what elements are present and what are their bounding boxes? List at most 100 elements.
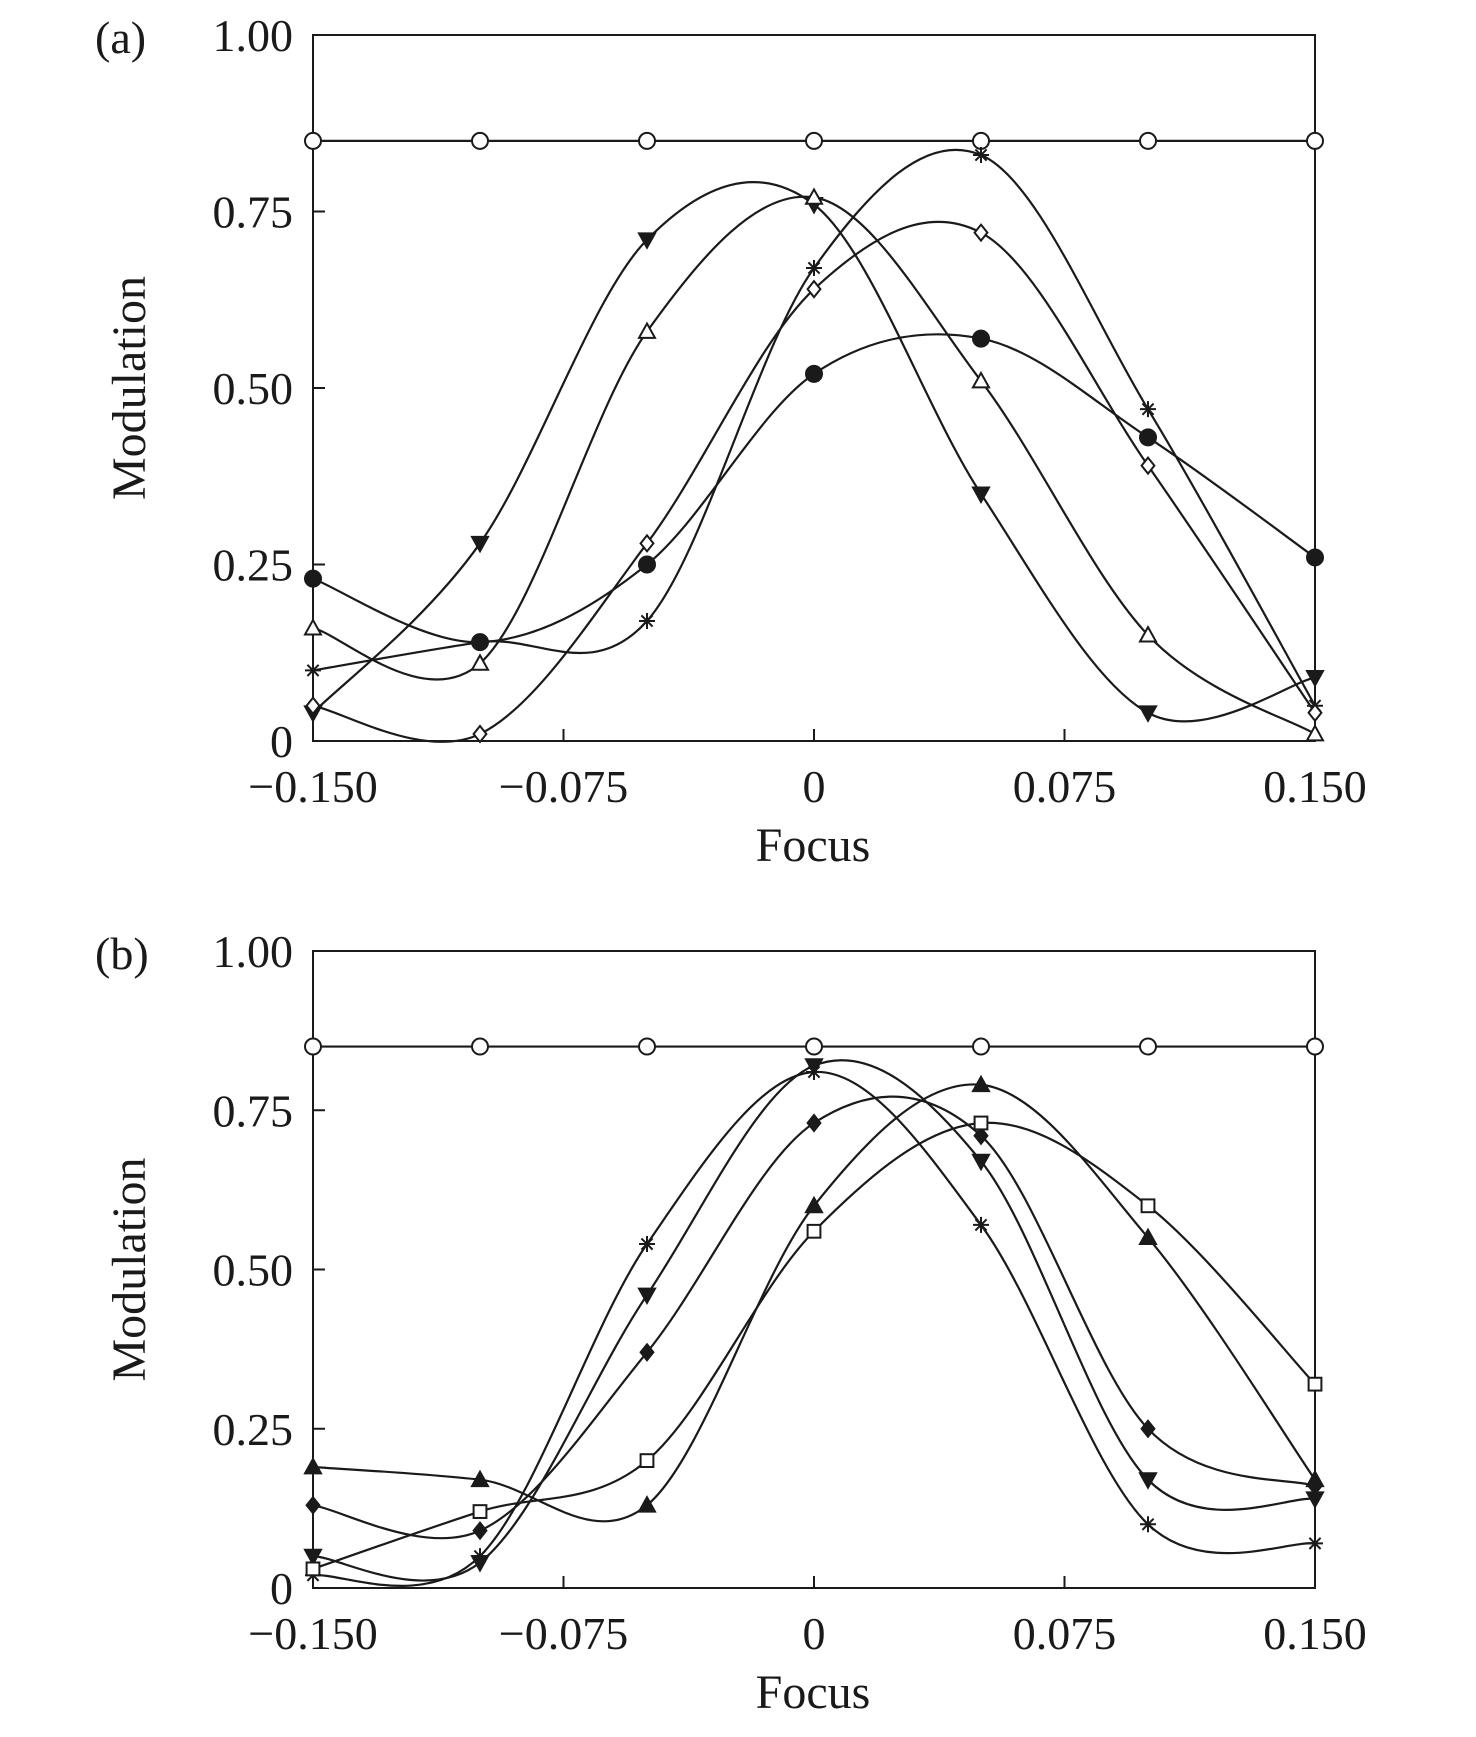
- data-point: [1139, 428, 1157, 447]
- x-axis-label: Focus: [756, 819, 871, 872]
- data-point: [472, 1504, 488, 1519]
- y-tick-label: 0.75: [213, 1085, 294, 1136]
- x-tick-label: −0.150: [248, 761, 377, 812]
- data-point: [1138, 625, 1158, 643]
- data-point: [806, 1113, 822, 1133]
- x-axis-label: Focus: [756, 1666, 871, 1719]
- data-point: [805, 364, 823, 383]
- data-point: [639, 612, 655, 629]
- data-point: [638, 131, 656, 150]
- data-point: [1139, 131, 1157, 150]
- data-point: [1306, 548, 1324, 567]
- y-tick-label: 0.25: [213, 540, 294, 591]
- data-point: [637, 321, 657, 339]
- chart-panel-a: 0 0.25 0.50 0.75 1.00 −0.150 −0.075 0 0.075 0.150…: [95, 10, 1367, 872]
- data-point: [303, 617, 323, 636]
- data-point: [971, 486, 991, 504]
- data-point: [973, 1126, 989, 1146]
- x-tick-label: 0.150: [1263, 1608, 1367, 1659]
- data-point: [639, 1453, 655, 1468]
- y-tick-label: 1.00: [213, 10, 294, 61]
- data-point: [304, 569, 322, 588]
- data-point: [1140, 1419, 1156, 1439]
- data-point: [1139, 1037, 1157, 1056]
- data-point: [972, 1037, 990, 1056]
- panel-label: (a): [95, 12, 146, 63]
- data-point: [305, 1561, 321, 1577]
- x-tick-label: 0.075: [1013, 1608, 1117, 1659]
- series-group: [313, 139, 1315, 743]
- series-line-5: [313, 220, 1315, 743]
- data-point: [639, 1236, 655, 1253]
- data-point: [971, 370, 991, 389]
- data-point: [1307, 1376, 1323, 1392]
- x-tick-label: 0.075: [1013, 761, 1117, 812]
- data-point: [1306, 1037, 1324, 1056]
- data-point: [1140, 456, 1156, 476]
- data-point: [1305, 1469, 1325, 1488]
- x-tick-label: −0.150: [248, 1608, 377, 1659]
- data-point: [805, 131, 823, 150]
- data-point: [1306, 131, 1324, 150]
- data-point: [637, 1287, 657, 1306]
- data-point: [639, 1342, 655, 1362]
- data-point: [304, 131, 322, 150]
- data-point: [806, 1223, 822, 1239]
- data-point: [472, 724, 488, 744]
- data-point: [971, 1074, 991, 1093]
- data-point: [1140, 401, 1156, 418]
- chart-panel-b: 0 0.25 0.50 0.75 1.00 −0.150 −0.075 0 0.075 0.150…: [95, 926, 1367, 1719]
- y-tick-label: 0: [270, 1563, 293, 1614]
- x-tick-label: 0: [803, 761, 826, 812]
- data-point: [637, 1495, 657, 1513]
- data-point: [1140, 1198, 1156, 1214]
- data-point: [1305, 723, 1325, 742]
- series-line-5: [313, 1083, 1315, 1523]
- x-tick-label: 0: [803, 1608, 826, 1659]
- data-point: [637, 232, 657, 250]
- y-axis-label: Modulation: [103, 276, 156, 500]
- series-line-3: [313, 1059, 1315, 1582]
- data-point: [806, 279, 822, 299]
- data-point: [304, 1037, 322, 1056]
- panel-label: (b): [95, 928, 149, 979]
- x-tick-label: −0.075: [499, 1608, 628, 1659]
- x-tick-label: −0.075: [499, 761, 628, 812]
- data-point: [638, 555, 656, 574]
- data-point: [1140, 1516, 1156, 1533]
- series-line-3: [313, 195, 1315, 735]
- series-line-4: [313, 1095, 1315, 1540]
- data-point: [973, 1216, 989, 1233]
- y-tick-label: 0.25: [213, 1404, 294, 1455]
- y-tick-label: 1.00: [213, 926, 294, 977]
- y-tick-label: 0: [270, 716, 293, 767]
- data-point: [973, 223, 989, 243]
- series-line-6: [313, 1121, 1315, 1570]
- data-point: [471, 131, 489, 150]
- data-point: [303, 1548, 323, 1567]
- data-point: [973, 1115, 989, 1131]
- data-point: [470, 653, 490, 671]
- data-point: [470, 1469, 490, 1488]
- data-point: [805, 1037, 823, 1056]
- data-point: [305, 1495, 321, 1515]
- data-point: [471, 633, 489, 652]
- y-tick-label: 0.75: [213, 187, 294, 238]
- data-point: [971, 1153, 991, 1172]
- y-tick-label: 0.50: [213, 1245, 294, 1296]
- series-line-4: [313, 148, 1315, 707]
- data-point: [973, 147, 989, 164]
- x-tick-label: 0.150: [1263, 761, 1367, 812]
- data-point: [1307, 703, 1323, 723]
- data-point: [305, 662, 321, 679]
- data-point: [1138, 705, 1158, 723]
- data-point: [470, 535, 490, 554]
- data-point: [638, 1037, 656, 1056]
- y-tick-label: 0.50: [213, 363, 294, 414]
- data-point: [639, 533, 655, 553]
- data-point: [1305, 670, 1325, 688]
- data-point: [470, 1555, 490, 1573]
- series-line-2: [313, 1070, 1315, 1587]
